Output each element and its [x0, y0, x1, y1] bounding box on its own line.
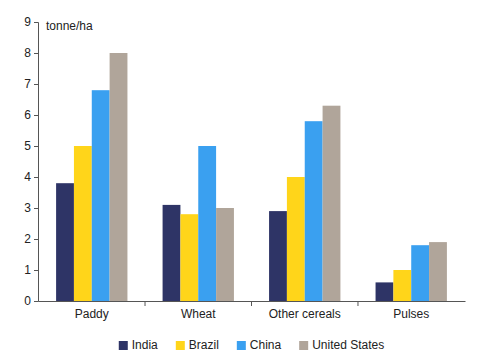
chart: 0 1 2 3 4 5 6 7 8 9 Paddy Wheat Other cereals Pulses t…: [0, 0, 478, 362]
x-tick: Wheat: [181, 301, 216, 321]
y-tick-mark: [34, 177, 38, 178]
bar: [216, 208, 234, 301]
legend-swatch: [237, 341, 246, 350]
y-tick-mark: [34, 53, 38, 54]
y-axis-line: [34, 23, 39, 302]
y-tick: 3: [24, 201, 38, 215]
y-tick-mark: [34, 115, 38, 116]
y-tick: 7: [24, 77, 38, 91]
bars: [56, 53, 447, 301]
x-tick: Other cereals: [269, 301, 341, 321]
x-tick: Paddy: [75, 301, 109, 321]
y-tick-label: 5: [24, 139, 31, 153]
x-axis: Paddy Wheat Other cereals Pulses: [39, 301, 466, 321]
y-tick-label: 2: [24, 232, 31, 246]
legend-item: India: [119, 338, 158, 352]
legend-label: Brazil: [189, 338, 219, 352]
y-tick-label: 7: [24, 77, 31, 91]
y-tick-mark: [34, 270, 38, 271]
legend-label: China: [250, 338, 282, 352]
y-tick: 2: [24, 232, 38, 246]
y-tick: 4: [24, 170, 38, 184]
y-tick-label: 4: [24, 170, 31, 184]
y-tick-mark: [34, 239, 38, 240]
y-tick-label: 0: [24, 294, 31, 308]
bar: [74, 146, 92, 301]
y-tick-mark: [34, 208, 38, 209]
y-tick-mark: [34, 301, 38, 302]
legend-swatch: [176, 341, 185, 350]
legend: India Brazil China United States: [119, 338, 384, 352]
y-axis-title: tonne/ha: [46, 19, 93, 33]
y-tick: 9: [24, 15, 38, 29]
y-axis: 0 1 2 3 4 5 6 7 8 9: [24, 15, 38, 308]
legend-item: United States: [299, 338, 384, 352]
y-tick: 1: [24, 263, 38, 277]
bar: [92, 90, 110, 301]
bar: [411, 245, 429, 301]
legend-swatch: [119, 341, 128, 350]
y-tick: 8: [24, 46, 38, 60]
legend-item: China: [237, 338, 282, 352]
y-tick-label: 8: [24, 46, 31, 60]
y-tick: 0: [24, 294, 38, 308]
bar: [163, 205, 181, 301]
bar: [393, 270, 411, 301]
bar: [287, 177, 305, 301]
y-tick-mark: [34, 146, 38, 147]
y-tick: 6: [24, 108, 38, 122]
group-separator: [357, 301, 358, 306]
bar: [376, 282, 394, 301]
x-tick-label: Pulses: [393, 307, 429, 321]
bar: [110, 53, 128, 301]
legend-swatch: [299, 341, 308, 350]
y-tick-label: 9: [24, 15, 31, 29]
bar: [56, 183, 74, 301]
x-tick-label: Wheat: [181, 307, 216, 321]
bar: [323, 106, 341, 301]
bar: [305, 121, 323, 301]
legend-label: United States: [312, 338, 384, 352]
legend-item: Brazil: [176, 338, 219, 352]
legend-label: India: [132, 338, 158, 352]
y-tick: 5: [24, 139, 38, 153]
x-tick-label: Other cereals: [269, 307, 341, 321]
y-tick-mark: [34, 84, 38, 85]
bar: [429, 242, 447, 301]
bar: [269, 211, 287, 301]
y-tick-mark: [34, 22, 38, 23]
bar: [180, 214, 198, 301]
y-tick-label: 1: [24, 263, 31, 277]
plot: 0 1 2 3 4 5 6 7 8 9 Paddy Wheat Other cereals Pulses t…: [24, 15, 465, 321]
group-separator: [145, 301, 146, 306]
y-tick-label: 6: [24, 108, 31, 122]
x-tick-label: Paddy: [75, 307, 109, 321]
y-tick-label: 3: [24, 201, 31, 215]
x-tick: Pulses: [393, 301, 429, 321]
group-separator: [251, 301, 252, 306]
bar: [198, 146, 216, 301]
